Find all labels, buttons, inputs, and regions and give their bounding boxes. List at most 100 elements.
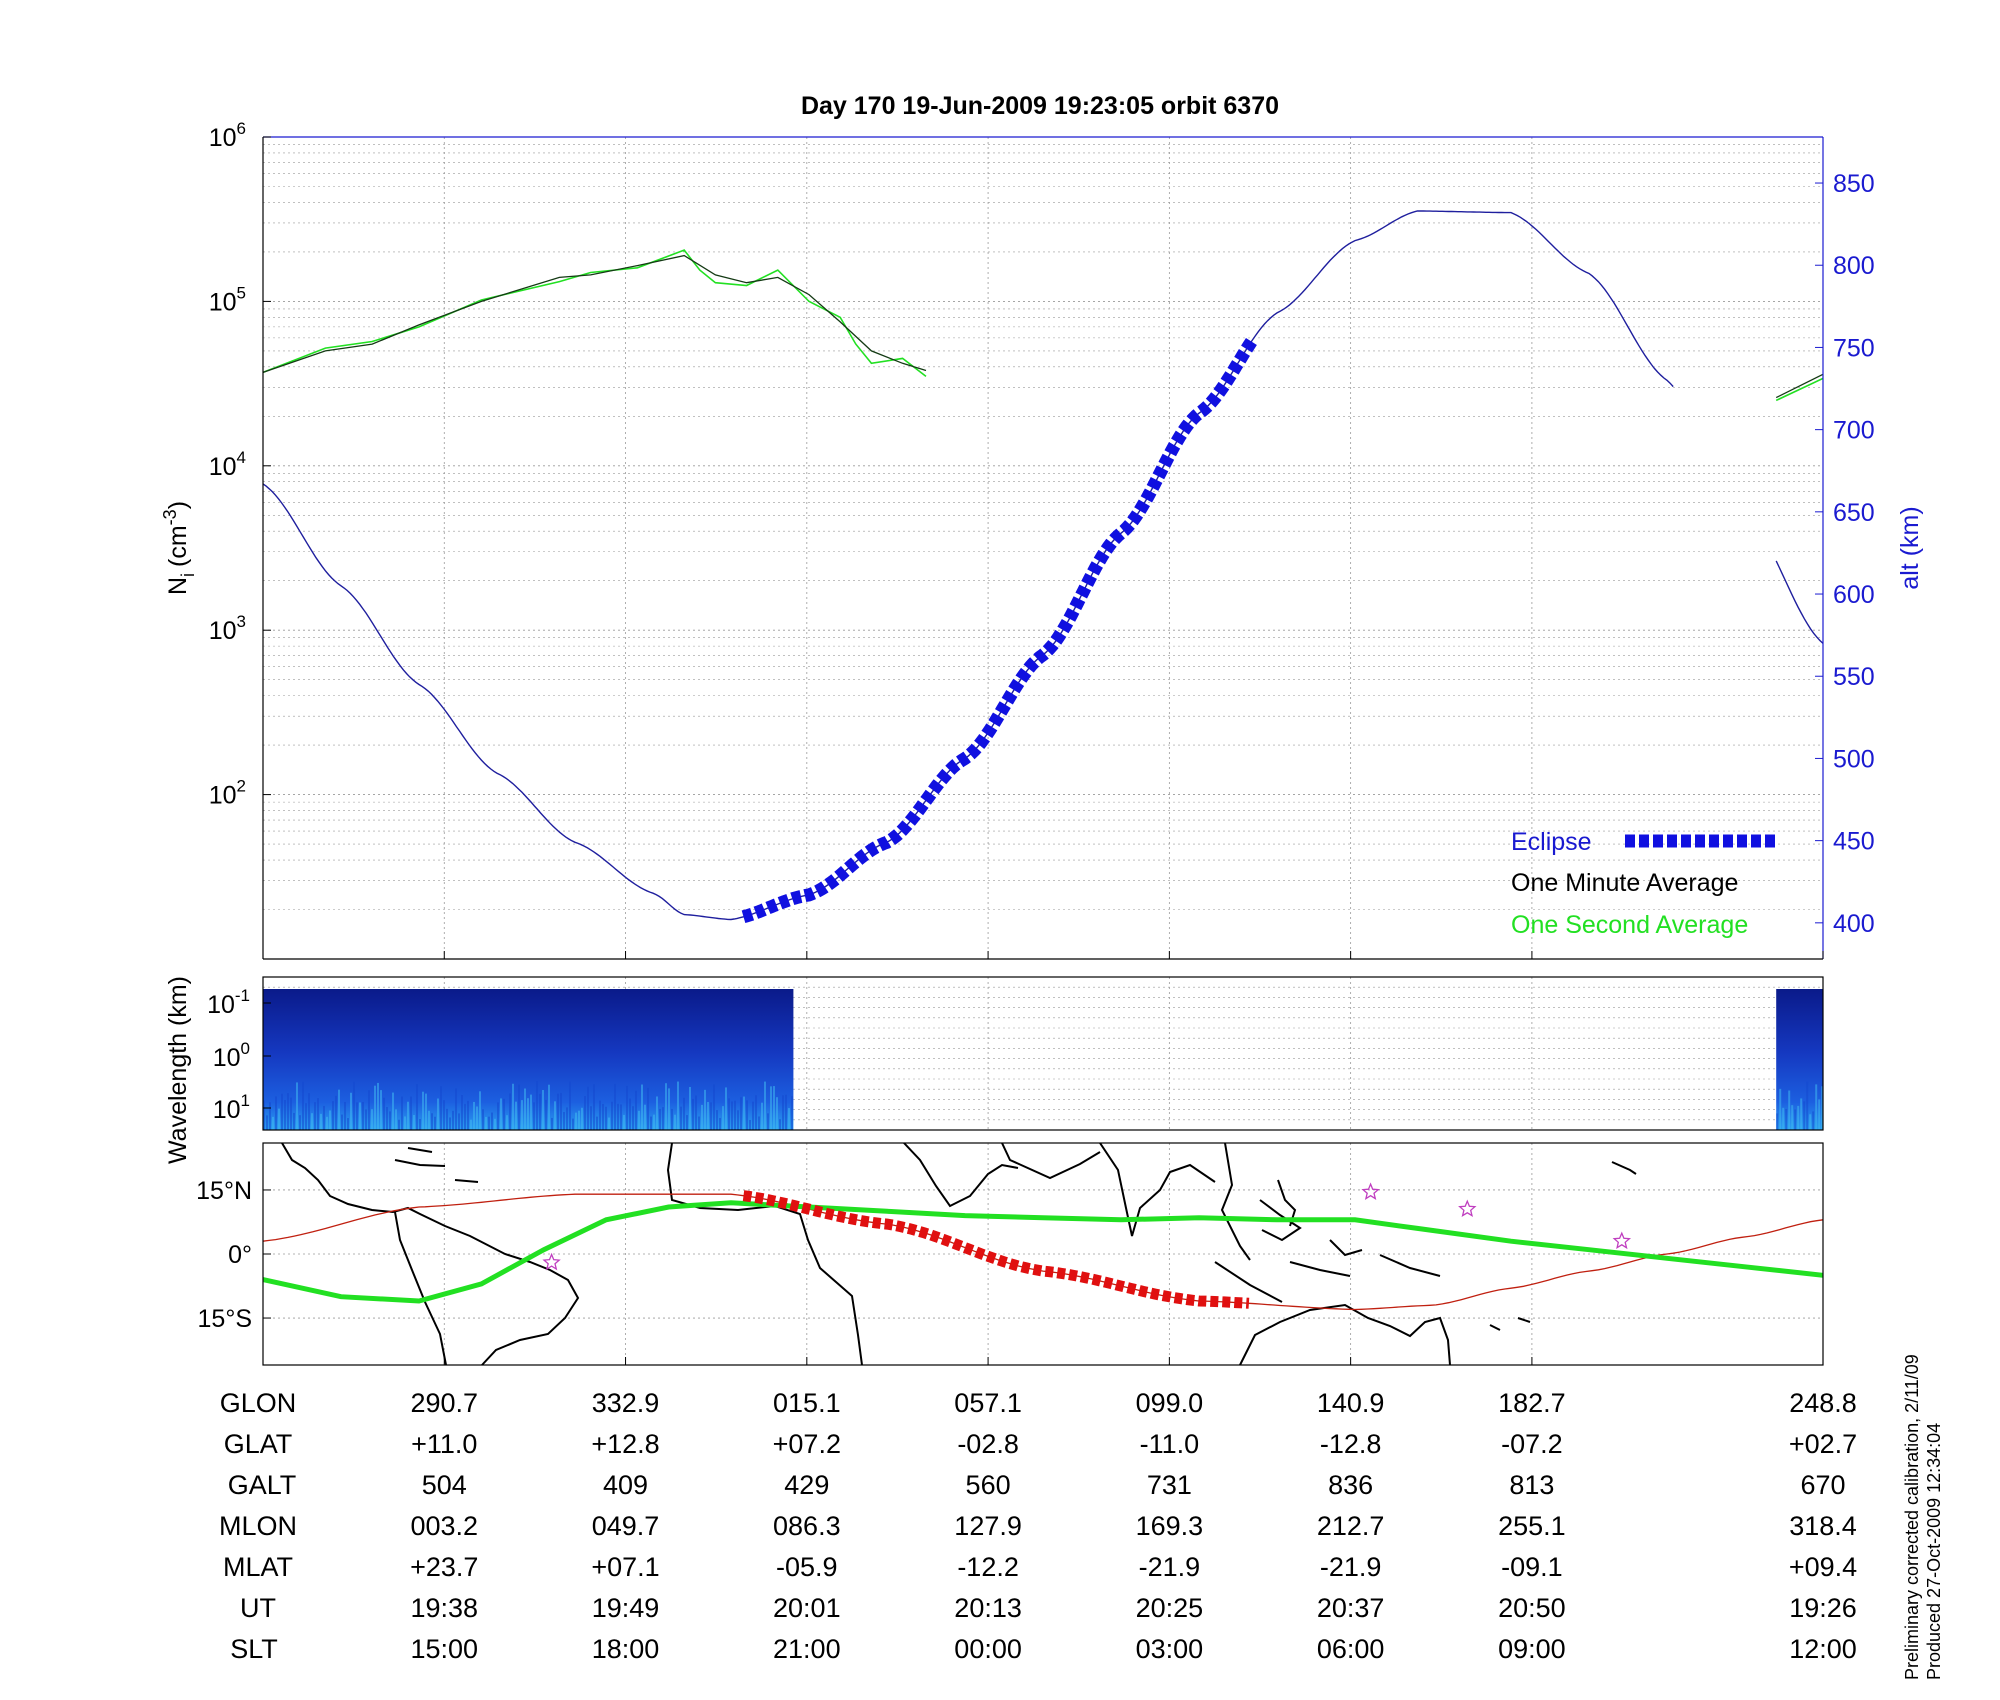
spectrogram-streak [1776, 1113, 1779, 1130]
spectrogram-streak [269, 1102, 271, 1130]
table-cell: 20:13 [954, 1593, 1022, 1623]
density-ylabel-exp: -3 [160, 509, 180, 525]
density-ylabel-close: ) [164, 501, 192, 509]
spectrogram-streak [389, 1111, 391, 1130]
table-row-label: GLON [220, 1388, 297, 1418]
table-cell: -21.9 [1320, 1552, 1382, 1582]
spectrogram-streak [710, 1102, 712, 1130]
table-cell: 560 [966, 1470, 1011, 1500]
footnote-line2: Produced 27-Oct-2009 12:34:04 [1924, 1423, 1944, 1680]
spectrogram-streak [278, 1108, 280, 1130]
spectrogram-streak [575, 1112, 577, 1130]
map-markers [542, 1182, 1632, 1271]
spectrogram-streak [770, 1086, 772, 1130]
spectrogram-streak [329, 1110, 331, 1130]
spectrogram-streak [446, 1108, 448, 1130]
tick-exponent: 3 [237, 612, 246, 631]
tick-base: 10 [209, 782, 237, 810]
table-cell: 127.9 [954, 1511, 1022, 1541]
spectrogram-streak [698, 1116, 700, 1130]
table-cell: 057.1 [954, 1388, 1022, 1418]
table-cell: -21.9 [1139, 1552, 1201, 1582]
spectrogram-streak [338, 1089, 340, 1130]
spectrogram-streak [377, 1082, 379, 1130]
tick-base: 10 [213, 1096, 241, 1124]
table-cell: +07.1 [591, 1552, 659, 1582]
spectrogram-streak [734, 1100, 736, 1130]
spectrogram-streak [653, 1114, 655, 1130]
table-cell: 20:01 [773, 1593, 841, 1623]
spectrogram-streak [752, 1101, 754, 1130]
spectrogram-streak [704, 1089, 706, 1130]
table-cell: 086.3 [773, 1511, 841, 1541]
spectrogram-streak [299, 1115, 301, 1130]
table-row-label: SLT [230, 1634, 278, 1664]
spectrogram-streak [665, 1083, 667, 1130]
table-cell: -05.9 [776, 1552, 838, 1582]
spectrogram-streak [458, 1113, 460, 1130]
table-cell: 03:00 [1136, 1634, 1204, 1664]
spectrogram-streak [476, 1106, 478, 1130]
table-cell: 212.7 [1317, 1511, 1385, 1541]
tick-base: 10 [209, 617, 237, 645]
spectrogram-streak [548, 1084, 550, 1130]
spectrogram-tick-label: 101 [213, 1091, 250, 1124]
spectrogram-streak [782, 1095, 784, 1130]
spectrogram-streak [497, 1102, 499, 1130]
table-cell: +07.2 [773, 1429, 841, 1459]
spectrogram-streak [764, 1081, 766, 1130]
magnetic-equator-line [262, 1193, 1824, 1311]
one-minute-average-line [262, 254, 927, 374]
coastline-southeast-asia [1220, 1142, 1302, 1261]
table-row-label: MLAT [223, 1552, 293, 1582]
spectrogram-streak [287, 1093, 289, 1130]
spectrogram-streak [326, 1116, 328, 1130]
spectrogram-streak [1815, 1084, 1818, 1130]
map-star-marker [1361, 1182, 1380, 1200]
spectrogram-streak [599, 1100, 601, 1130]
spectrogram-streak [266, 1115, 268, 1130]
spectrogram-streak [671, 1108, 673, 1130]
altitude-tick-label: 850 [1833, 170, 1875, 198]
spectrogram-streak [554, 1101, 556, 1130]
table-cell: 18:00 [592, 1634, 660, 1664]
altitude-tick-label: 600 [1833, 581, 1875, 609]
spectrogram-streak [785, 1094, 787, 1130]
spectrogram-streak [422, 1091, 424, 1130]
spectrogram-streak [272, 1116, 274, 1130]
spectrogram-streak [479, 1091, 481, 1130]
spectrogram-streak [1797, 1105, 1800, 1130]
spectrogram-streak [1788, 1090, 1791, 1130]
table-cell: 06:00 [1317, 1634, 1385, 1664]
table-cell: -02.8 [957, 1429, 1019, 1459]
spectrogram-streak [641, 1084, 643, 1130]
spectrogram-streak [323, 1105, 325, 1130]
altitude-tick-label: 700 [1833, 417, 1875, 445]
spectrogram-streak [668, 1088, 670, 1130]
svg-text:Ni(cm-3): Ni (cm-3) [160, 501, 198, 595]
density-y-label: Ni (cm-3) [160, 501, 198, 595]
spectrogram-streak [584, 1096, 586, 1130]
table-cell: +02.7 [1789, 1429, 1857, 1459]
spectrogram-streak [452, 1110, 454, 1130]
spectrogram-streak [368, 1090, 370, 1130]
footnote-line1: Preliminary corrected calibration, 2/11/… [1902, 1354, 1922, 1680]
spectrogram-streak [662, 1107, 664, 1130]
spectrogram-streak [572, 1118, 574, 1130]
altitude-tick-label: 500 [1833, 745, 1875, 773]
spectrogram-streak [449, 1117, 451, 1130]
spectrogram-streak [482, 1109, 484, 1130]
spectrogram-streak [305, 1103, 307, 1130]
table-cell: +12.8 [591, 1429, 659, 1459]
spectrogram-streak [461, 1095, 463, 1130]
spectrogram-streak [413, 1114, 415, 1130]
spectrogram-streak [761, 1102, 763, 1130]
spectrogram-streak [1779, 1088, 1782, 1130]
spectrogram-streak [425, 1093, 427, 1130]
one-second-average-series [262, 249, 1824, 402]
spectrogram-streak [320, 1113, 322, 1130]
spectrogram-streak [659, 1108, 661, 1130]
table-cell: 003.2 [410, 1511, 478, 1541]
